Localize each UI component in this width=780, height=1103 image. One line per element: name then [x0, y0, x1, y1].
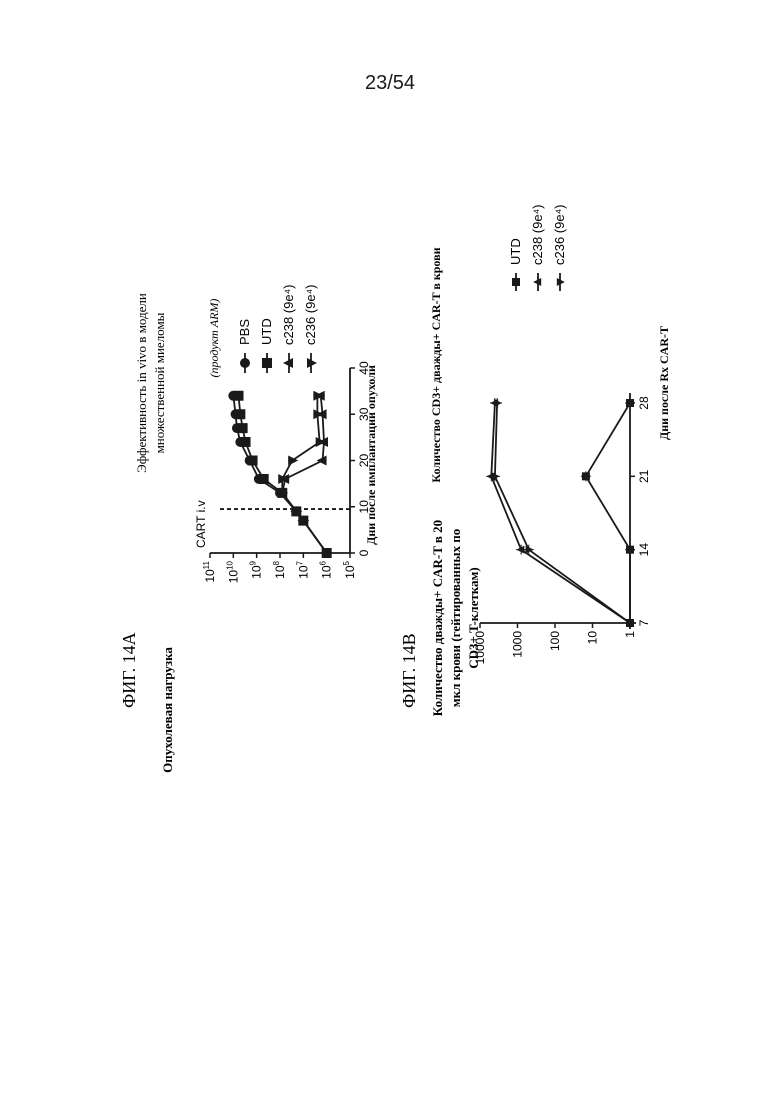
legend-marker: [262, 358, 272, 368]
legend-marker: [283, 358, 293, 368]
chart-14b: 1 10 100 1000 10000 7 14 21 28: [473, 393, 651, 664]
legend-marker: [307, 358, 317, 368]
chart-14a: 105 106 107 108 109 1010 1011 0 10 20 30 40: [202, 361, 371, 583]
legend-label: UTD: [508, 238, 523, 265]
fig-14a-legend-title: (продукт ARM): [207, 299, 221, 378]
legend-marker: [240, 358, 250, 368]
y-tick-label: 10: [586, 631, 600, 645]
y-tick-label: 108: [272, 560, 287, 578]
legend-marker: [512, 278, 520, 286]
data-point: [235, 409, 245, 419]
y-tick-label: 1011: [202, 560, 217, 582]
series-line: [233, 396, 326, 553]
y-tick-label: 105: [342, 560, 357, 578]
y-tick-label: 106: [319, 560, 334, 578]
cart-iv-annotation: CART i.v: [194, 500, 208, 548]
data-point: [626, 546, 634, 554]
data-point: [626, 399, 634, 407]
x-tick-label: 10: [357, 500, 371, 514]
legend-label: PBS: [237, 319, 252, 345]
y-tick-label: 1010: [225, 560, 240, 583]
legend-14b: UTD c238 (9e⁴) c236 (9e⁴): [508, 204, 567, 291]
data-point: [241, 437, 251, 447]
legend-14a: PBS UTD c238 (9e⁴) c236 (9e⁴): [237, 284, 318, 373]
legend-label: c236 (9e⁴): [303, 284, 318, 345]
y-tick-label: 1000: [511, 631, 525, 658]
figure-14b: ФИГ. 14В Количество дважды+ CAR-T в 20 м…: [399, 204, 671, 716]
data-point: [582, 472, 590, 480]
fig-14a-label: ФИГ. 14А: [119, 632, 139, 708]
legend-label: c238 (9e⁴): [530, 204, 545, 265]
y-tick-label: 10000: [473, 631, 487, 665]
data-point: [248, 456, 258, 466]
fig-14b-label: ФИГ. 14В: [399, 633, 419, 708]
fig-14b-title: Количество CD3+ дважды+ CAR-T в крови: [429, 247, 443, 482]
data-point: [234, 391, 244, 401]
x-tick-label: 0: [357, 549, 371, 556]
x-tick-label: 40: [357, 361, 371, 375]
fig-14b-ylabel-line1: Количество дважды+ CAR-T в 20: [430, 520, 445, 716]
data-point: [259, 474, 269, 484]
series-line: [586, 403, 630, 623]
y-tick-label: 1: [623, 631, 637, 638]
fig-14a-ylabel: Опухолевая нагрузка: [160, 647, 175, 773]
x-tick-label: 21: [637, 469, 651, 483]
data-point: [238, 423, 248, 433]
y-tick-label: 109: [249, 560, 264, 578]
fig-14a-title-line1: Эффективность in vivo в модели: [134, 293, 149, 473]
x-tick-label: 30: [357, 407, 371, 421]
legend-label: c238 (9e⁴): [281, 284, 296, 345]
series-line: [239, 396, 327, 553]
figure-14a: ФИГ. 14А Опухолевая нагрузка Эффективнос…: [119, 284, 378, 772]
fig-14b-ylabel-line2: мкл крови (гейтированных по: [448, 529, 463, 708]
x-tick-label: 20: [357, 454, 371, 468]
x-tick-label: 28: [637, 396, 651, 410]
y-tick-label: 100: [548, 631, 562, 651]
data-point: [317, 456, 327, 466]
fig-14b-xlabel: Дни после Rx CAR-T: [657, 326, 671, 440]
legend-label: UTD: [259, 318, 274, 345]
x-tick-label: 14: [637, 543, 651, 557]
x-tick-label: 7: [637, 619, 651, 626]
y-tick-label: 107: [295, 560, 310, 578]
legend-label: c236 (9e⁴): [552, 204, 567, 265]
fig-14a-title-line2: множественной миеломы: [152, 312, 167, 453]
